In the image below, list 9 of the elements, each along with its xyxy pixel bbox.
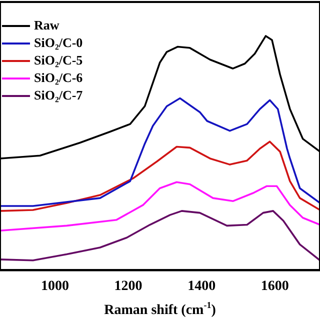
legend-label: SiO₂/C-6 — [34, 70, 84, 85]
x-tick-label: 1000 — [40, 279, 69, 294]
x-tick-label: 1200 — [114, 279, 142, 294]
legend-label: Raw — [34, 17, 60, 32]
x-tick-label: 1400 — [188, 279, 216, 294]
x-tick-label: 1600 — [260, 279, 289, 294]
legend-label: SiO₂/C-0 — [34, 34, 83, 50]
legend-label: SiO₂/C-7 — [34, 87, 84, 102]
legend-label: SiO₂/C-5 — [34, 52, 84, 68]
